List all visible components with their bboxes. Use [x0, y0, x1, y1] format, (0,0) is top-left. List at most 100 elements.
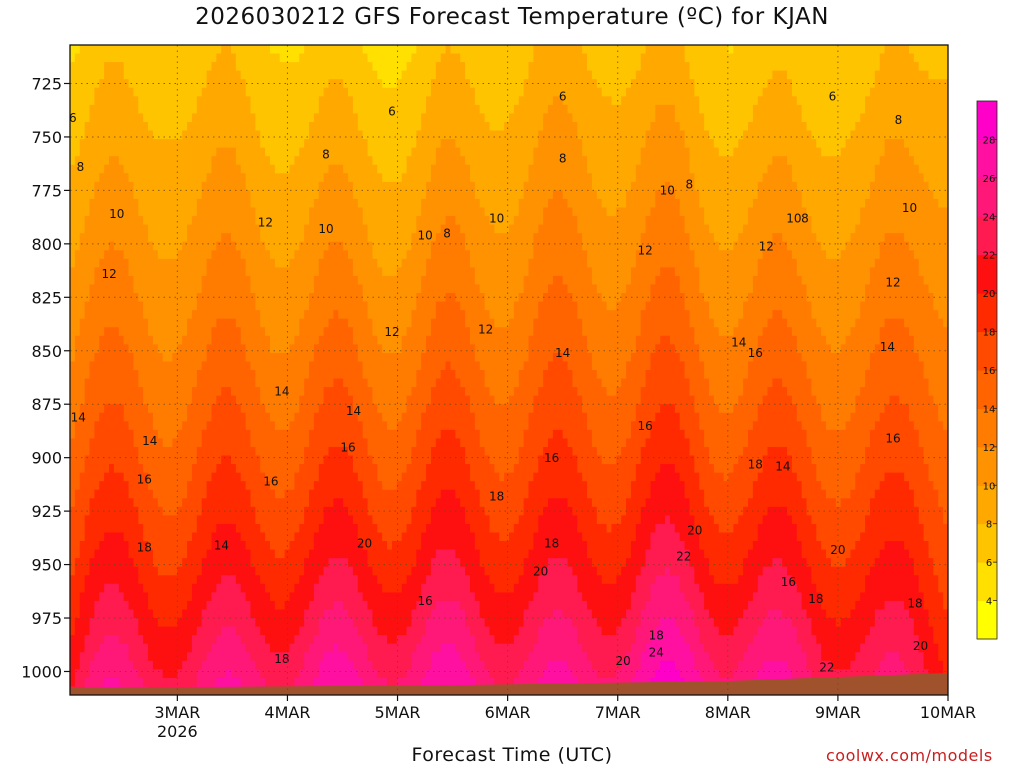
temperature-cell — [196, 181, 203, 191]
temperature-cell — [245, 301, 252, 311]
temperature-cell — [333, 70, 339, 80]
temperature-cell — [377, 318, 383, 328]
temperature-cell — [109, 293, 115, 303]
temperature-cell — [245, 267, 252, 277]
temperature-cell — [70, 464, 76, 474]
temperature-cell — [128, 318, 135, 328]
temperature-cell — [269, 113, 276, 123]
temperature-cell — [382, 344, 388, 354]
temperature-cell — [157, 558, 164, 568]
temperature-cell — [382, 541, 388, 551]
temperature-cell — [221, 506, 227, 516]
temperature-cell — [128, 327, 135, 337]
temperature-cell — [104, 344, 110, 354]
temperature-cell — [157, 318, 164, 328]
temperature-cell — [84, 378, 91, 388]
temperature-cell — [304, 190, 310, 200]
temperature-cell — [240, 481, 247, 491]
temperature-cell — [269, 472, 276, 482]
temperature-cell — [313, 600, 320, 611]
temperature-cell — [279, 45, 286, 55]
temperature-cell — [328, 438, 334, 448]
temperature-cell — [294, 147, 300, 157]
temperature-cell — [94, 70, 100, 80]
temperature-cell — [148, 429, 154, 440]
temperature-cell — [172, 669, 178, 679]
temperature-cell — [294, 104, 300, 115]
temperature-cell — [167, 318, 174, 328]
temperature-cell — [74, 677, 81, 688]
temperature-cell — [206, 600, 213, 611]
temperature-cell — [187, 438, 193, 448]
temperature-cell — [172, 327, 178, 337]
temperature-cell — [74, 147, 81, 157]
temperature-cell — [221, 370, 227, 380]
temperature-cell — [299, 310, 305, 320]
temperature-cell — [109, 558, 115, 568]
temperature-cell — [177, 335, 183, 345]
temperature-cell — [211, 643, 217, 653]
temperature-cell — [235, 464, 242, 474]
temperature-cell — [304, 164, 310, 174]
temperature-cell — [216, 523, 222, 534]
temperature-cell — [387, 370, 393, 380]
temperature-cell — [235, 327, 242, 337]
temperature-cell — [313, 62, 320, 72]
temperature-cell — [152, 318, 159, 328]
temperature-cell — [328, 395, 334, 405]
temperature-cell — [104, 600, 110, 611]
temperature-cell — [148, 79, 154, 89]
temperature-cell — [338, 464, 344, 474]
temperature-cell — [382, 669, 388, 679]
temperature-cell — [123, 147, 130, 157]
temperature-cell — [333, 626, 339, 636]
temperature-cell — [250, 310, 256, 320]
temperature-cell — [289, 45, 295, 55]
temperature-cell — [70, 438, 76, 448]
temperature-cell — [260, 395, 266, 405]
temperature-cell — [274, 352, 281, 363]
temperature-cell — [357, 395, 364, 405]
temperature-cell — [94, 395, 100, 405]
temperature-cell — [333, 62, 339, 72]
temperature-cell — [372, 352, 378, 363]
temperature-cell — [128, 378, 135, 388]
temperature-cell — [338, 79, 344, 89]
temperature-cell — [230, 498, 237, 508]
temperature-cell — [211, 181, 217, 191]
temperature-cell — [382, 87, 388, 97]
temperature-cell — [260, 523, 266, 534]
temperature-cell — [226, 207, 232, 217]
temperature-cell — [206, 618, 213, 628]
temperature-cell — [313, 464, 320, 474]
temperature-cell — [274, 387, 281, 397]
temperature-cell — [377, 532, 383, 542]
temperature-cell — [294, 489, 300, 499]
temperature-cell — [148, 660, 154, 670]
temperature-cell — [279, 660, 286, 670]
temperature-cell — [152, 190, 159, 200]
temperature-cell — [265, 361, 271, 371]
temperature-cell — [118, 506, 125, 516]
temperature-cell — [187, 412, 193, 422]
temperature-cell — [211, 404, 217, 414]
temperature-cell — [348, 378, 354, 388]
temperature-cell — [94, 481, 100, 491]
temperature-cell — [226, 250, 232, 260]
temperature-cell — [191, 635, 198, 645]
temperature-cell — [123, 207, 130, 217]
temperature-cell — [201, 498, 208, 508]
temperature-cell — [309, 446, 315, 457]
temperature-cell — [313, 669, 320, 679]
temperature-cell — [118, 267, 125, 277]
temperature-cell — [211, 156, 217, 166]
temperature-cell — [362, 438, 369, 448]
temperature-cell — [109, 121, 115, 132]
temperature-cell — [318, 207, 325, 217]
temperature-cell — [357, 233, 364, 243]
temperature-cell — [289, 267, 295, 277]
temperature-cell — [323, 190, 330, 200]
temperature-cell — [74, 344, 81, 354]
temperature-cell — [313, 515, 320, 525]
temperature-cell — [177, 87, 183, 97]
